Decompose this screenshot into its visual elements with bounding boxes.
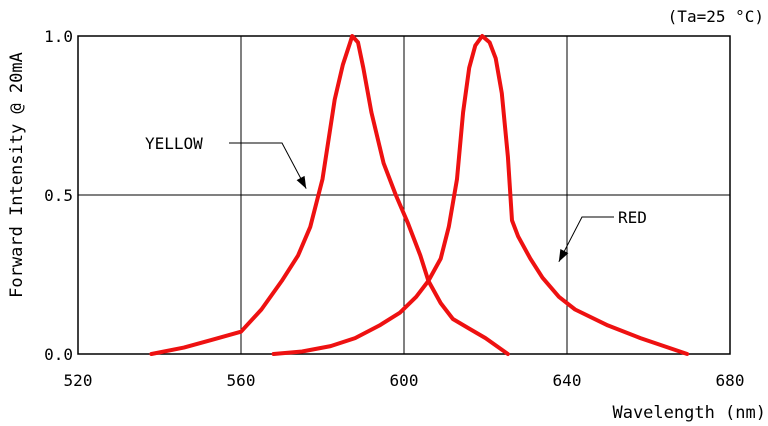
- annotation-leader-yellow: [229, 142, 307, 189]
- grid-lines: [78, 36, 730, 354]
- x-tick-label: 520: [64, 371, 93, 390]
- annotation-label-yellow: YELLOW: [145, 134, 203, 153]
- annotation-label-red: RED: [618, 208, 647, 227]
- x-tick-label: 640: [553, 371, 582, 390]
- annotation-arrowhead-yellow: [296, 175, 307, 189]
- plot-frame: [77, 35, 731, 355]
- y-tick-label: 0.5: [44, 186, 73, 205]
- y-tick-label: 0.0: [44, 345, 73, 364]
- annotation-arrowhead-red: [558, 249, 569, 262]
- series-lines: [149, 34, 690, 356]
- y-tick-labels: 0.0 0.5 1.0: [44, 27, 73, 364]
- x-tick-label: 560: [227, 371, 256, 390]
- annotations: YELLOW RED: [145, 134, 647, 263]
- x-tick-label: 600: [390, 371, 419, 390]
- condition-note: (Ta=25 °C): [668, 7, 764, 26]
- annotation-leader-red: [558, 216, 614, 263]
- y-axis-label: Forward Intensity @ 20mA: [7, 52, 27, 298]
- x-tick-labels: 520 560 600 640 680: [64, 371, 745, 390]
- y-tick-label: 1.0: [44, 27, 73, 46]
- series-line-red: [271, 34, 690, 356]
- series-line-yellow: [149, 34, 510, 356]
- x-axis-label: Wavelength (nm): [612, 403, 766, 423]
- x-tick-label: 680: [716, 371, 745, 390]
